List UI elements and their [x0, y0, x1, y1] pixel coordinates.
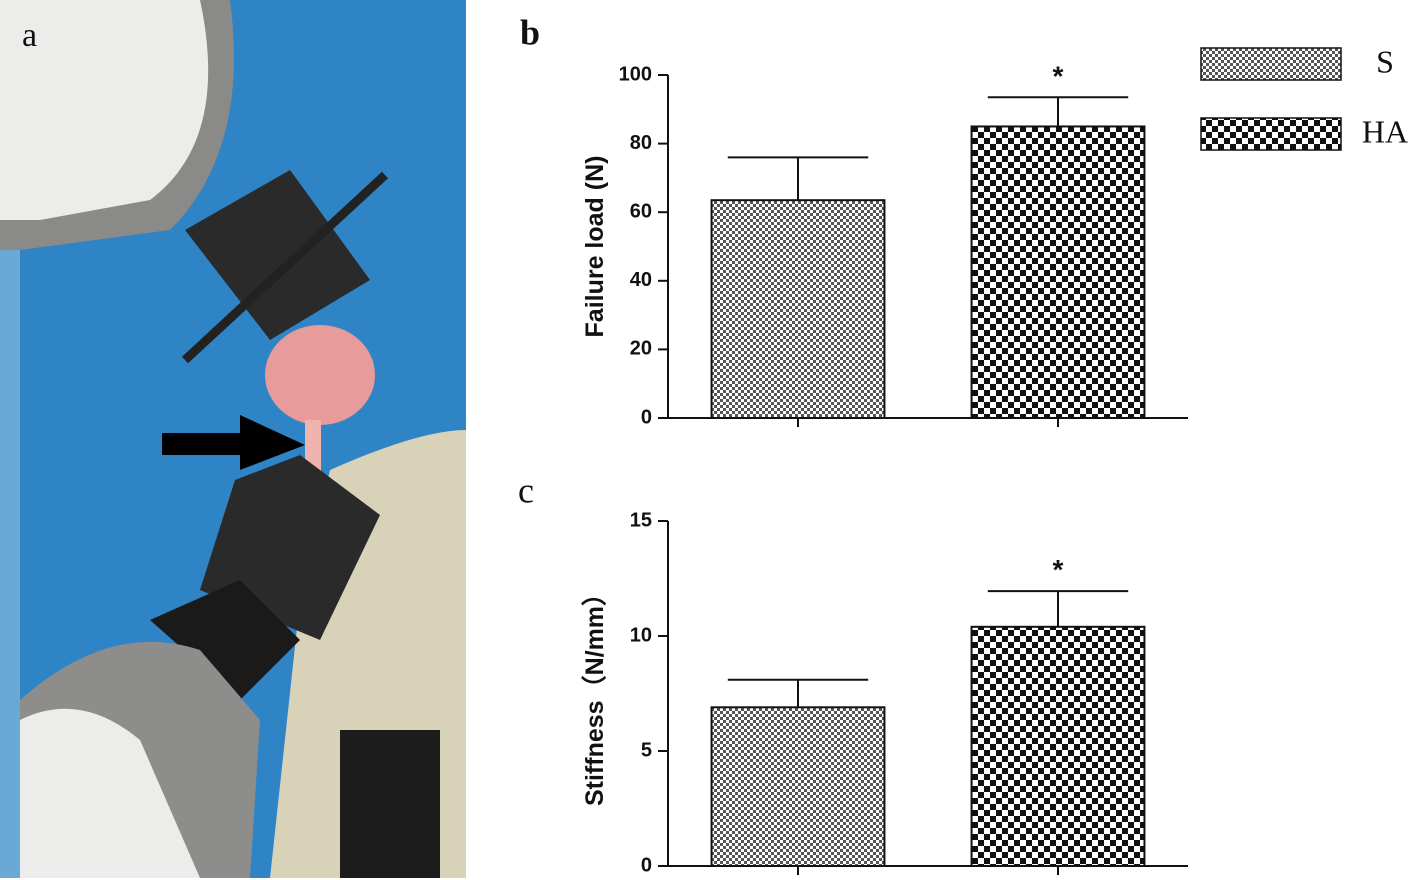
legend-label: HA [1362, 113, 1408, 149]
error-bar [987, 590, 1129, 627]
bar [970, 625, 1146, 867]
y-tick-label: 60 [630, 200, 652, 222]
bar [710, 199, 886, 419]
lower-arm-cap [20, 708, 200, 878]
bar [970, 125, 1146, 419]
y-tick-label: 0 [641, 406, 652, 428]
error-bar [987, 96, 1129, 127]
y-axis-label: Failure load (N) [581, 156, 609, 338]
y-axis-label: Stiffness（N/mm） [580, 581, 609, 806]
machine-panel [340, 730, 440, 878]
upper-arm-cap [0, 0, 209, 220]
y-tick-label: 10 [630, 624, 652, 646]
significance-marker: * [1053, 60, 1064, 91]
y-tick-label: 100 [619, 63, 652, 85]
panel-label: a [22, 17, 37, 54]
error-bar [727, 156, 869, 201]
y-tick-label: 5 [641, 739, 652, 761]
legend-swatch [1200, 47, 1342, 81]
specimen [265, 325, 375, 425]
photo: a [0, 0, 466, 878]
y-tick-label: 20 [630, 338, 652, 360]
upper-clamp [185, 170, 370, 340]
error-bar [727, 678, 869, 708]
y-tick-label: 80 [630, 132, 652, 154]
significance-marker: * [1053, 554, 1064, 585]
panel-label: b [520, 12, 540, 52]
legend-swatch [1200, 117, 1342, 151]
panel-label: c [518, 470, 534, 510]
y-tick-label: 15 [630, 509, 652, 531]
y-tick-label: 0 [641, 854, 652, 876]
legend-label: S [1376, 43, 1394, 79]
lower-shaft [150, 580, 300, 700]
y-tick-label: 40 [630, 269, 652, 291]
arrow [162, 415, 305, 470]
pin [181, 171, 389, 364]
bar [710, 706, 886, 867]
